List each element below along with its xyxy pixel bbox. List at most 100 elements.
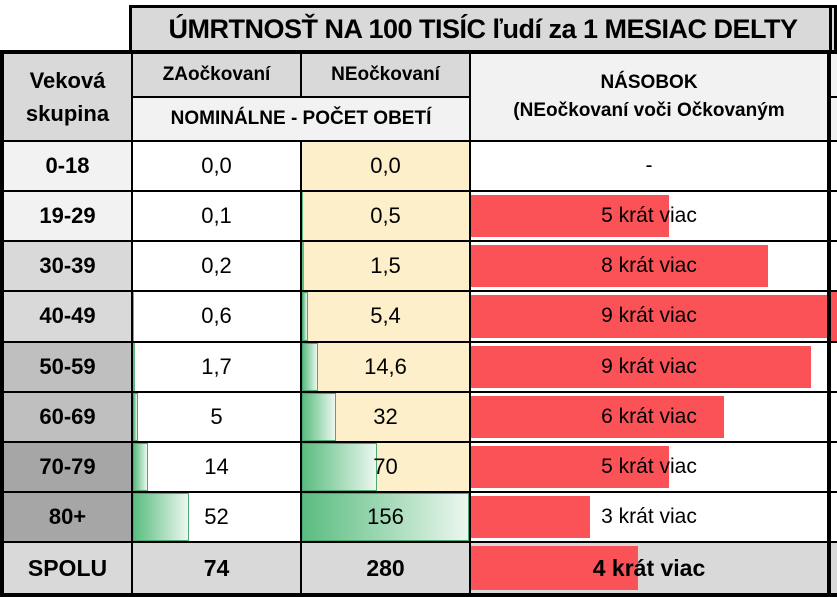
multiple-label: 3 krát viac [601, 504, 697, 528]
vaccinated-value-cell: 0,1 [132, 191, 301, 242]
header-age-line1: Veková [29, 68, 106, 93]
cutoff-column-header [829, 97, 837, 141]
vaccinated-value-cell: 0,6 [132, 291, 301, 342]
green-data-bar [133, 342, 135, 391]
age-group-label: 80+ [48, 503, 87, 529]
multiple-label: 4 krát viac [592, 554, 706, 581]
cutoff-column-cell [829, 291, 837, 342]
age-group-cell: 80+ [3, 491, 132, 542]
vaccinated-value-cell: 1,7 [132, 341, 301, 392]
header-multiple: NÁSOBOK (NEočkovaní voči Očkovaným [470, 53, 829, 141]
multiple-cell: 9 krát viac [470, 341, 829, 392]
unvaccinated-value-cell: 70 [301, 441, 470, 492]
vaccinated-value: 74 [203, 554, 230, 581]
multiple-label: - [645, 154, 653, 178]
unvaccinated-value-cell: 0,0 [301, 141, 470, 192]
header-multiple-line1: NÁSOBOK [600, 72, 698, 94]
cutoff-column-cell [829, 191, 837, 242]
unvaccinated-value-cell: 1,5 [301, 241, 470, 292]
age-group-cell: 50-59 [3, 341, 132, 392]
multiple-label: 5 krát viac [601, 204, 697, 228]
green-data-bar [302, 292, 308, 341]
multiple-cell: 5 krát viac [470, 441, 829, 492]
header-unvaccinated: NEočkovaní [301, 53, 470, 97]
multiple-label: 6 krát viac [601, 404, 697, 428]
vaccinated-value: 5 [210, 403, 223, 429]
green-data-bar [302, 392, 336, 441]
multiple-label: 5 krát viac [601, 454, 697, 478]
age-group-label: 30-39 [39, 253, 96, 279]
unvaccinated-value-cell: 156 [301, 491, 470, 542]
header-multiple-line2: (NEočkovaní voči Očkovaným [513, 100, 785, 121]
unvaccinated-value-cell: 280 [301, 542, 470, 594]
header-vaccinated: ZAočkovaní [132, 53, 301, 97]
green-data-bar [133, 392, 138, 441]
vaccinated-value: 52 [204, 503, 229, 529]
red-multiple-bar [471, 295, 827, 338]
multiple-label: 9 krát viac [601, 354, 697, 378]
cutoff-column-cell [829, 441, 837, 492]
age-group-cell: 30-39 [3, 241, 132, 292]
unvaccinated-value: 0,0 [370, 153, 401, 179]
vaccinated-value-cell: 0,2 [132, 241, 301, 292]
unvaccinated-value-cell: 32 [301, 391, 470, 442]
title-column-divider [829, 5, 832, 53]
vaccinated-value-cell: 14 [132, 441, 301, 492]
vaccinated-value: 0,1 [201, 203, 232, 229]
vaccinated-value-cell: 52 [132, 491, 301, 542]
age-group-label: 70-79 [39, 453, 96, 479]
multiple-label: 9 krát viac [601, 304, 697, 328]
age-group-cell: 60-69 [3, 391, 132, 442]
vaccinated-value-cell: 0,0 [132, 141, 301, 192]
green-data-bar [133, 292, 134, 341]
vaccinated-value: 1,7 [201, 353, 232, 379]
age-group-label: 0-18 [45, 153, 90, 179]
age-group-label: 40-49 [39, 303, 96, 329]
vaccinated-value: 0,2 [201, 253, 232, 279]
red-multiple-bar [471, 245, 768, 288]
total-label-cell: SPOLU [3, 542, 132, 594]
multiple-cell: 3 krát viac [470, 491, 829, 542]
multiple-cell: 8 krát viac [470, 241, 829, 292]
vaccinated-value-cell: 5 [132, 391, 301, 442]
green-data-bar [302, 192, 303, 241]
cutoff-column-cell [829, 391, 837, 442]
vaccinated-value: 0,0 [201, 153, 232, 179]
green-data-bar [302, 242, 304, 291]
cutoff-column-header [829, 53, 837, 97]
cutoff-column-cell [829, 491, 837, 542]
unvaccinated-value-cell: 0,5 [301, 191, 470, 242]
red-multiple-bar [471, 445, 669, 488]
multiple-cell: 9 krát viac [470, 291, 829, 342]
unvaccinated-value: 1,5 [370, 253, 401, 279]
unvaccinated-value-cell: 5,4 [301, 291, 470, 342]
header-age-group: Veková skupina [3, 53, 132, 141]
red-multiple-bar [471, 345, 811, 388]
unvaccinated-value: 5,4 [370, 303, 401, 329]
page-title: ÚMRTNOSŤ NA 100 TISÍC ľudí za 1 MESIAC D… [129, 5, 837, 53]
green-data-bar [133, 442, 148, 491]
vaccinated-value: 0,6 [201, 303, 232, 329]
cutoff-column-cell [829, 241, 837, 292]
unvaccinated-value: 156 [367, 503, 404, 529]
age-group-label: SPOLU [27, 554, 108, 581]
multiple-cell: 6 krát viac [470, 391, 829, 442]
age-group-cell: 70-79 [3, 441, 132, 492]
green-data-bar [133, 492, 189, 541]
header-nominal: NOMINÁLNE - POČET OBETÍ [132, 97, 470, 141]
green-data-bar [302, 492, 469, 541]
header-age-line2: skupina [25, 101, 110, 126]
unvaccinated-value: 14,6 [364, 353, 407, 379]
red-multiple-bar [471, 195, 669, 238]
unvaccinated-value: 280 [366, 554, 405, 581]
green-data-bar [302, 442, 377, 491]
vaccinated-value-cell: 74 [132, 542, 301, 594]
unvaccinated-value-cell: 14,6 [301, 341, 470, 392]
cutoff-column-cell [829, 542, 837, 594]
table-grid: Veková skupina ZAočkovaní NEočkovaní NÁS… [0, 50, 837, 597]
red-multiple-bar [471, 495, 590, 538]
red-multiple-bar [471, 395, 725, 438]
age-group-cell: 19-29 [3, 191, 132, 242]
age-group-label: 60-69 [39, 403, 96, 429]
